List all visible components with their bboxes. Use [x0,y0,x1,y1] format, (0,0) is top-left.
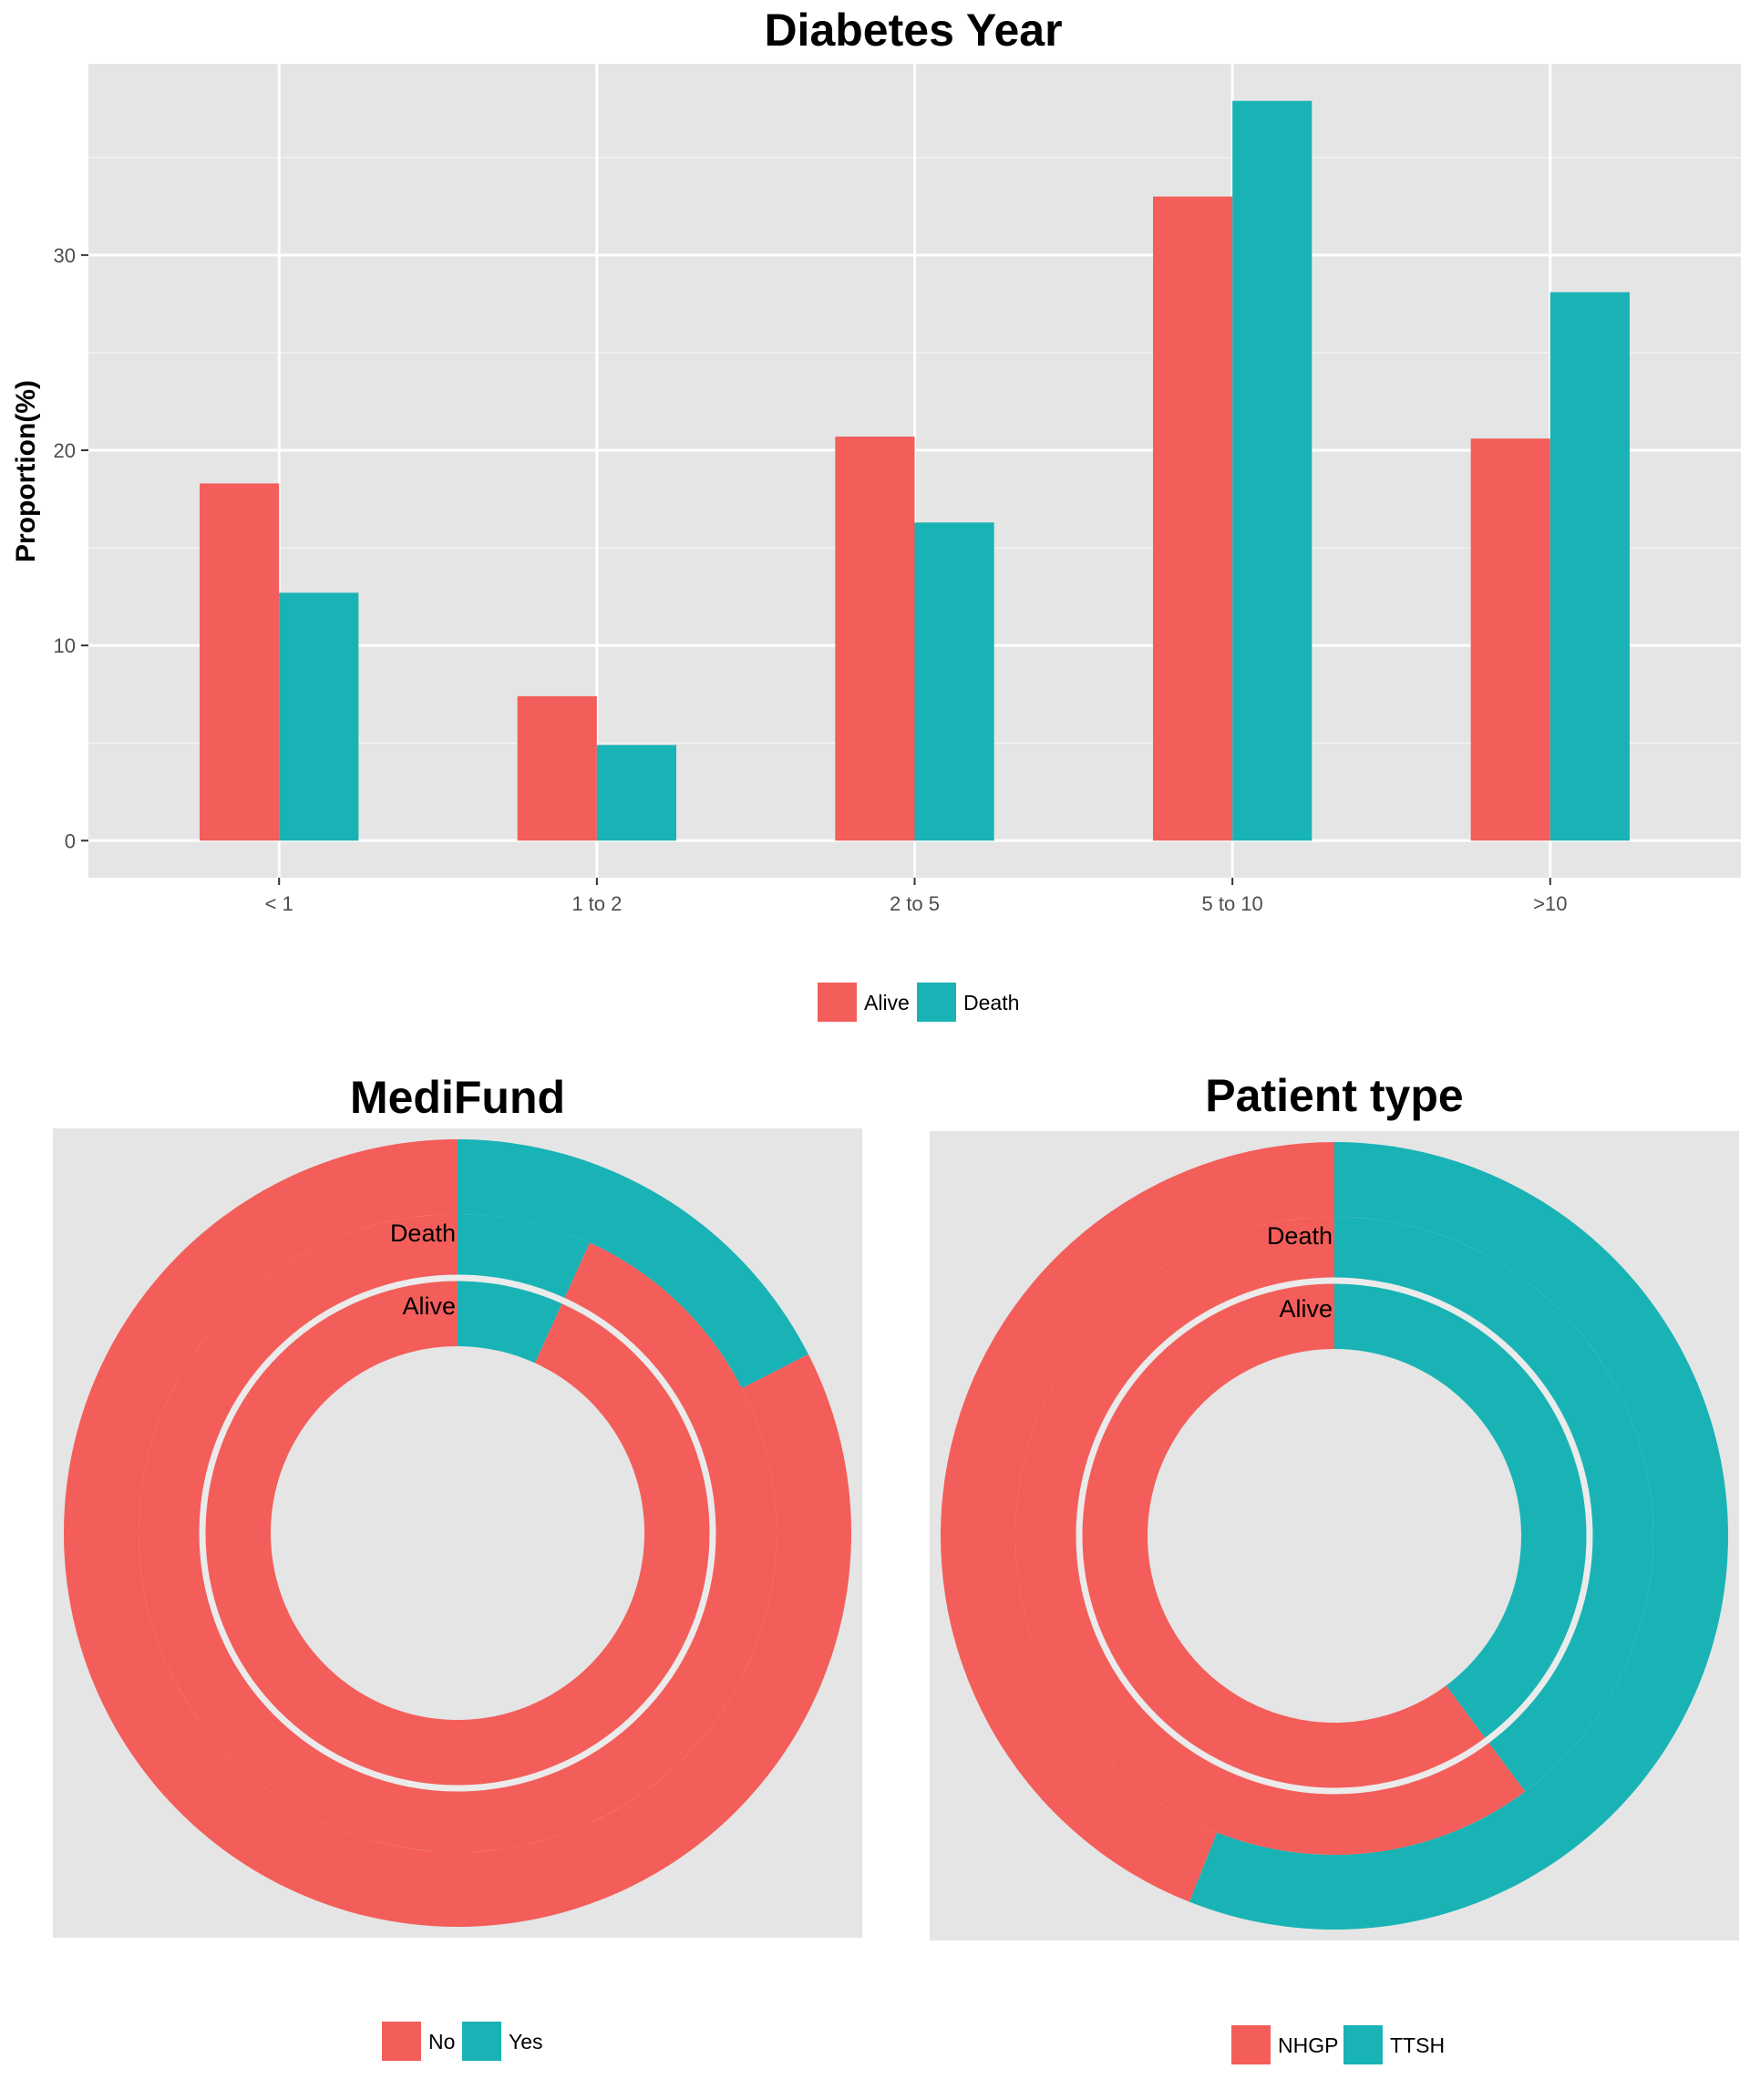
legend-key-ttsh [1343,2025,1383,2064]
bar-death-2-to-5 [914,522,994,841]
y-tick-label: 20 [54,439,76,462]
ring-label-death: Death [1267,1222,1333,1250]
medifund-chart-ring-labels: Death Alive [390,1220,456,1320]
bar-death-1-to-2 [596,745,677,841]
x-tick-label: >10 [1533,892,1567,915]
slice-death-ttsh [1189,1142,1728,1930]
slice-alive-nhgp [1015,1217,1526,1855]
ring-label-alive: Alive [402,1292,456,1320]
patient-type-chart: Patient type Death Alive NHGP TTSH [930,1070,1739,2064]
y-tick-label: 0 [65,829,76,852]
slice-alive-ttsh [1334,1217,1654,1792]
bar-alive-10 [1470,438,1550,841]
bar-chart: Diabetes Year 0 10 20 30 < 1 1 to 2 2 to 5 5 t… [11,5,1741,1022]
patient-type-chart-title: Patient type [1205,1070,1463,1121]
legend-label-death: Death [963,991,1019,1014]
x-tick-label: < 1 [265,892,293,915]
slice-death-yes [458,1139,808,1389]
medifund-chart-legend: No Yes [382,2022,543,2061]
ring-label-death: Death [390,1220,456,1247]
y-tick-label: 30 [54,244,76,267]
legend-key-yes [462,2022,501,2061]
x-tick-label: 5 to 10 [1202,892,1263,915]
x-tick-label: 2 to 5 [890,892,940,915]
legend-label-alive: Alive [864,991,910,1014]
bar-death-10 [1549,292,1630,841]
bar-alive-5-to-10 [1152,196,1233,841]
slice-alive-no [138,1214,777,1853]
legend-key-nhgp [1231,2025,1271,2064]
ring-separator [1076,1277,1593,1795]
x-tick-label: 1 to 2 [571,892,622,915]
slice-death-nhgp [941,1142,1334,1902]
bar-alive-2-to-5 [835,437,915,841]
medifund-chart: MediFund Death Alive No Yes [53,1072,862,2061]
ring-separator [199,1274,716,1792]
medifund-chart-rings [64,1139,852,1927]
ring-label-alive: Alive [1279,1295,1333,1323]
y-tick-label: 10 [54,634,76,657]
bar-chart-x-ticks: < 1 1 to 2 2 to 5 5 to 10 >10 [265,878,1567,915]
legend-key-no [382,2022,421,2061]
bar-alive-1 [200,483,280,841]
legend-key-alive [818,983,857,1022]
bar-alive-1-to-2 [517,695,597,841]
bar-death-1 [279,592,359,841]
bar-chart-y-ticks: 0 10 20 30 [54,244,88,852]
legend-label-no: No [428,2030,455,2054]
bar-chart-bars [200,100,1630,841]
bar-chart-title: Diabetes Year [764,5,1062,56]
legend-label-ttsh: TTSH [1390,2033,1445,2057]
legend-label-nhgp: NHGP [1278,2033,1338,2057]
patient-type-chart-legend: NHGP TTSH [1231,2025,1445,2064]
bar-chart-y-axis-label: Proportion(%) [11,380,41,562]
patient-type-chart-rings [941,1142,1728,1930]
patient-type-chart-ring-labels: Death Alive [1267,1222,1333,1323]
legend-key-death [917,983,956,1022]
bar-death-5-to-10 [1232,100,1312,841]
medifund-chart-title: MediFund [350,1072,565,1123]
bar-chart-legend: Alive Death [818,983,1019,1022]
legend-label-yes: Yes [509,2030,543,2054]
